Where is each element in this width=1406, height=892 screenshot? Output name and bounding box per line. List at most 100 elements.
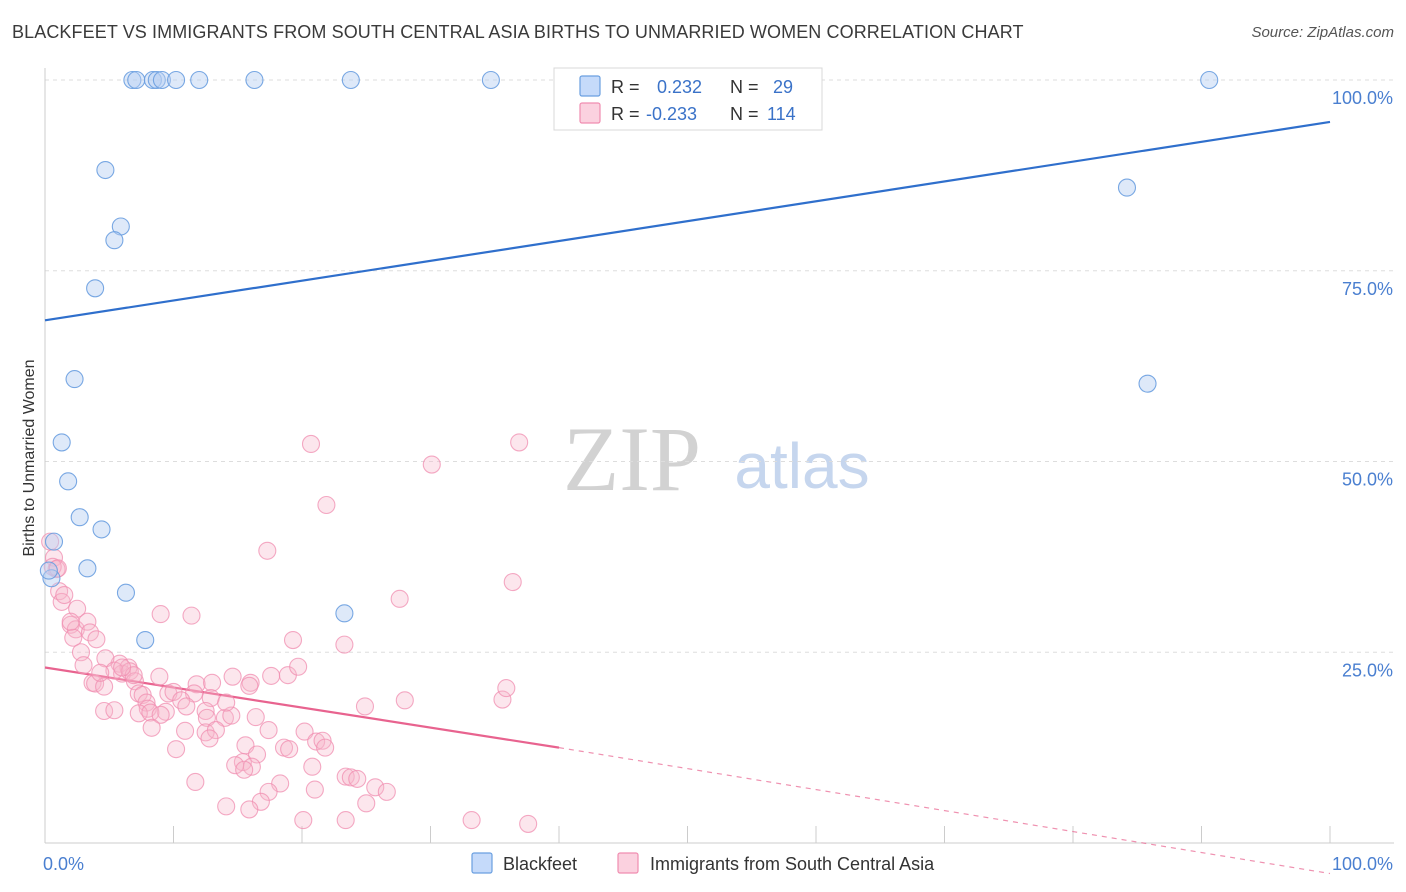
point-immigrants [151,705,170,724]
point-immigrants [258,541,277,560]
point-immigrants [317,495,336,515]
chart-title: BLACKFEET VS IMMIGRANTS FROM SOUTH CENTR… [12,22,1024,42]
y-tick-label: 100.0% [1332,88,1393,108]
point-immigrants [307,732,326,751]
point-blackfeet [86,279,105,298]
watermark: ZIP atlas [563,408,870,510]
point-immigrants [462,811,481,830]
point-immigrants [519,814,538,833]
y-tick-labels: 25.0% 50.0% 75.0% 100.0% [1332,88,1393,680]
point-immigrants [510,433,529,452]
point-immigrants [64,628,83,647]
bottom-legend-label-immigrants: Immigrants from South Central Asia [650,854,935,874]
point-immigrants [80,623,100,642]
point-immigrants [196,701,215,721]
point-immigrants [235,760,254,779]
point-immigrants [241,673,260,692]
legend-n-value-immigrants: 114 [767,104,796,124]
point-blackfeet [92,520,111,539]
point-immigrants [336,811,355,830]
bottom-legend-swatch-immigrants [617,852,639,874]
point-blackfeet [335,604,354,623]
point-immigrants [303,757,322,776]
point-immigrants [289,657,308,676]
point-blackfeet [1138,374,1157,393]
point-immigrants [167,740,186,759]
trend-line-immigrants-extension [558,747,1331,875]
legend-n-value-blackfeet: 29 [773,77,793,97]
point-immigrants [74,656,93,675]
point-immigrants [177,697,196,716]
point-immigrants [301,434,321,454]
point-immigrants [217,693,236,712]
point-immigrants [422,455,441,474]
point-immigrants [91,663,110,682]
point-immigrants [52,592,71,611]
legend-n-label-immigrants: N = [730,104,759,124]
point-immigrants [197,708,216,727]
point-immigrants [316,738,335,757]
point-immigrants [336,767,355,786]
y-axis-label: Births to Unmarried Women [21,359,38,556]
point-blackfeet [341,70,360,90]
point-immigrants [341,768,360,787]
point-immigrants [203,673,222,692]
point-immigrants [294,811,313,830]
x-tick-label: 0.0% [43,854,84,874]
point-blackfeet [167,70,186,90]
point-immigrants [313,731,332,750]
point-blackfeet [1200,70,1219,90]
point-immigrants [366,778,385,797]
point-immigrants [223,667,242,686]
point-immigrants [305,780,324,799]
point-immigrants [87,630,106,649]
legend-r-value-blackfeet: 0.232 [657,77,702,97]
point-immigrants [95,677,114,696]
point-immigrants [55,585,74,605]
point-immigrants [503,573,522,592]
legend-swatch-immigrants [579,102,601,124]
point-blackfeet [65,370,84,389]
legend-r-label-immigrants: R = [611,104,640,124]
point-immigrants [395,691,414,710]
bottom-legend-swatch-blackfeet [471,852,493,874]
y-tick-label: 75.0% [1342,279,1393,299]
point-immigrants [186,772,205,792]
point-immigrants [176,721,195,740]
point-blackfeet [52,433,71,452]
point-immigrants [348,769,367,788]
point-immigrants [295,722,314,741]
point-immigrants [280,740,299,759]
point-immigrants [113,658,132,677]
point-blackfeet [190,70,209,90]
point-blackfeet [116,583,136,602]
point-blackfeet [123,70,142,90]
point-immigrants [497,679,516,698]
point-immigrants [357,794,376,813]
point-blackfeet [78,559,97,578]
point-immigrants [200,729,219,748]
point-immigrants [240,800,259,819]
point-immigrants [246,708,265,727]
point-blackfeet [39,561,58,580]
point-blackfeet [59,472,78,491]
watermark-atlas: atlas [734,430,869,502]
x-tick-label: 100.0% [1332,854,1393,874]
point-blackfeet [70,508,89,527]
trend-line-blackfeet [44,120,1331,322]
point-immigrants [377,782,396,801]
point-immigrants [355,697,375,716]
point-immigrants [61,612,80,631]
point-blackfeet [105,231,124,250]
point-immigrants [390,589,409,608]
x-tick-labels: 0.0% 100.0% [43,854,1393,874]
chart-source: Source: ZipAtlas.com [1251,24,1394,41]
watermark-zip: ZIP [563,408,701,510]
point-blackfeet [1117,178,1137,197]
point-blackfeet [127,70,146,90]
gridlines [45,79,1394,653]
point-blackfeet [152,70,171,90]
bottom-legend: Blackfeet Immigrants from South Central … [471,852,935,874]
point-immigrants [150,667,169,686]
point-immigrants [96,649,115,668]
